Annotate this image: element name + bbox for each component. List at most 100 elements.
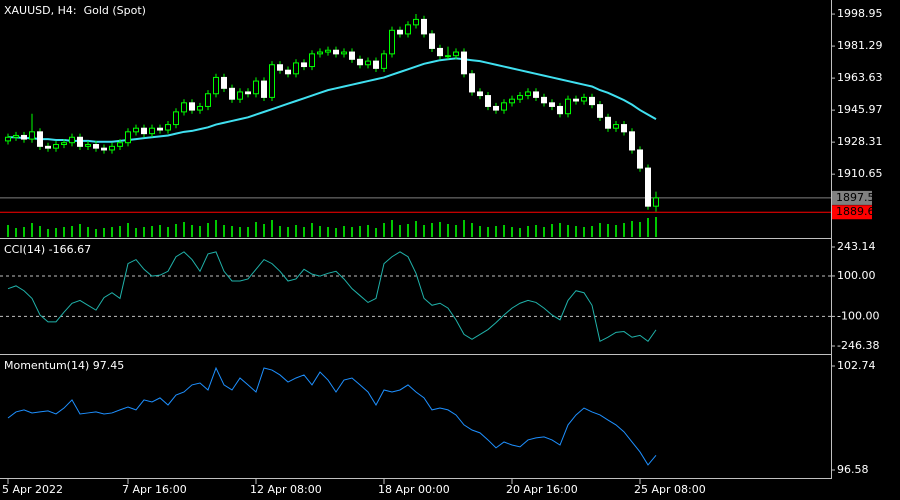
volume-bar	[151, 226, 153, 237]
volume-bar	[223, 225, 225, 237]
volume-bar	[207, 223, 209, 237]
volume-bar	[303, 227, 305, 237]
volume-bar	[255, 222, 257, 237]
candle-body	[285, 69, 291, 75]
candle-body	[325, 49, 331, 53]
candle-body	[485, 95, 491, 107]
candle-body	[573, 98, 579, 102]
indicator-line	[7, 366, 657, 466]
candle-body	[373, 60, 379, 69]
candle-body	[613, 124, 619, 129]
candle-body	[341, 51, 347, 55]
x-tick-label: 25 Apr 08:00	[634, 483, 706, 496]
candle-body	[101, 147, 107, 151]
volume-bar	[447, 224, 449, 237]
volume-bar	[191, 225, 193, 237]
candle-body	[557, 105, 563, 115]
candle-body	[293, 62, 299, 75]
volume-bar	[575, 226, 577, 237]
volume-bar	[479, 226, 481, 237]
volume-bar	[567, 225, 569, 237]
volume-bar	[423, 225, 425, 237]
y-tick-label: 1945.97	[837, 103, 883, 116]
volume-bar	[183, 222, 185, 237]
x-tick-label: 18 Apr 00:00	[378, 483, 450, 496]
volume-bar	[31, 223, 33, 237]
candle-body	[213, 76, 219, 95]
volume-bar	[103, 228, 105, 237]
volume-bar	[463, 220, 465, 237]
candle-body	[173, 111, 179, 126]
volume-bar	[135, 228, 137, 237]
y-tick-label: 1998.95	[837, 7, 883, 20]
volume-bar	[7, 225, 9, 237]
candle-body	[309, 53, 315, 68]
volume-bar	[583, 227, 585, 237]
price-label-box	[832, 190, 872, 205]
candle-body	[149, 127, 155, 135]
volume-bar	[23, 227, 25, 237]
volume-bar	[399, 225, 401, 237]
candle-body	[477, 91, 483, 97]
chart-title: XAUUSD, H4: Gold (Spot)	[4, 4, 146, 17]
volume-bar	[327, 227, 329, 237]
candle-body	[653, 197, 659, 207]
y-tick-label: 1928.31	[837, 135, 883, 148]
y-tick-label: -246.38	[837, 339, 879, 352]
volume-bar	[383, 223, 385, 237]
candle-body	[301, 62, 307, 68]
candle-body	[189, 102, 195, 111]
candle-body	[277, 64, 283, 71]
candle-body	[221, 76, 227, 89]
candle-body	[397, 29, 403, 35]
candle-body	[437, 47, 443, 57]
volume-bar	[143, 227, 145, 237]
volume-bar	[535, 225, 537, 237]
volume-bar	[647, 218, 649, 237]
candle-body	[365, 60, 371, 66]
y-tick-label: 1910.65	[837, 167, 883, 180]
candle-body	[317, 51, 323, 55]
candle-body	[637, 149, 643, 169]
moving-average	[8, 57, 657, 143]
volume-bar	[199, 226, 201, 237]
volume-bar	[39, 226, 41, 237]
candle-body	[165, 124, 171, 131]
price-label-box	[832, 205, 872, 220]
candle-body	[29, 131, 35, 140]
candle-body	[133, 127, 139, 133]
volume-bar	[15, 228, 17, 237]
volume-bar	[287, 227, 289, 237]
candle-body	[381, 53, 387, 69]
candle-body	[565, 98, 571, 115]
candle-body	[13, 134, 19, 138]
volume-bar	[111, 227, 113, 237]
volume-bar	[527, 226, 529, 237]
volume-bar	[311, 223, 313, 237]
volume-bar	[167, 227, 169, 237]
volume-bar	[87, 227, 89, 237]
candle-body	[621, 124, 627, 133]
candle-body	[597, 104, 603, 118]
volume-bar	[487, 227, 489, 237]
candle-body	[333, 49, 339, 55]
candle-body	[261, 80, 267, 98]
volume-bar	[591, 226, 593, 237]
volume-bar	[639, 222, 641, 237]
candle-body	[461, 51, 467, 75]
candle-body	[357, 58, 363, 66]
candle-body	[629, 131, 635, 151]
candle-body	[125, 131, 131, 144]
volume-bar	[511, 227, 513, 237]
volume-bar	[231, 226, 233, 237]
candle-body	[229, 87, 235, 100]
candle-body	[37, 131, 43, 147]
candle-body	[605, 116, 611, 129]
x-tick-label: 7 Apr 16:00	[122, 483, 187, 496]
volume-bar	[455, 225, 457, 237]
volume-bar	[55, 228, 57, 237]
candle-body	[205, 93, 211, 107]
indicator-title: CCI(14) -166.67	[4, 243, 91, 256]
candle-body	[445, 55, 451, 58]
